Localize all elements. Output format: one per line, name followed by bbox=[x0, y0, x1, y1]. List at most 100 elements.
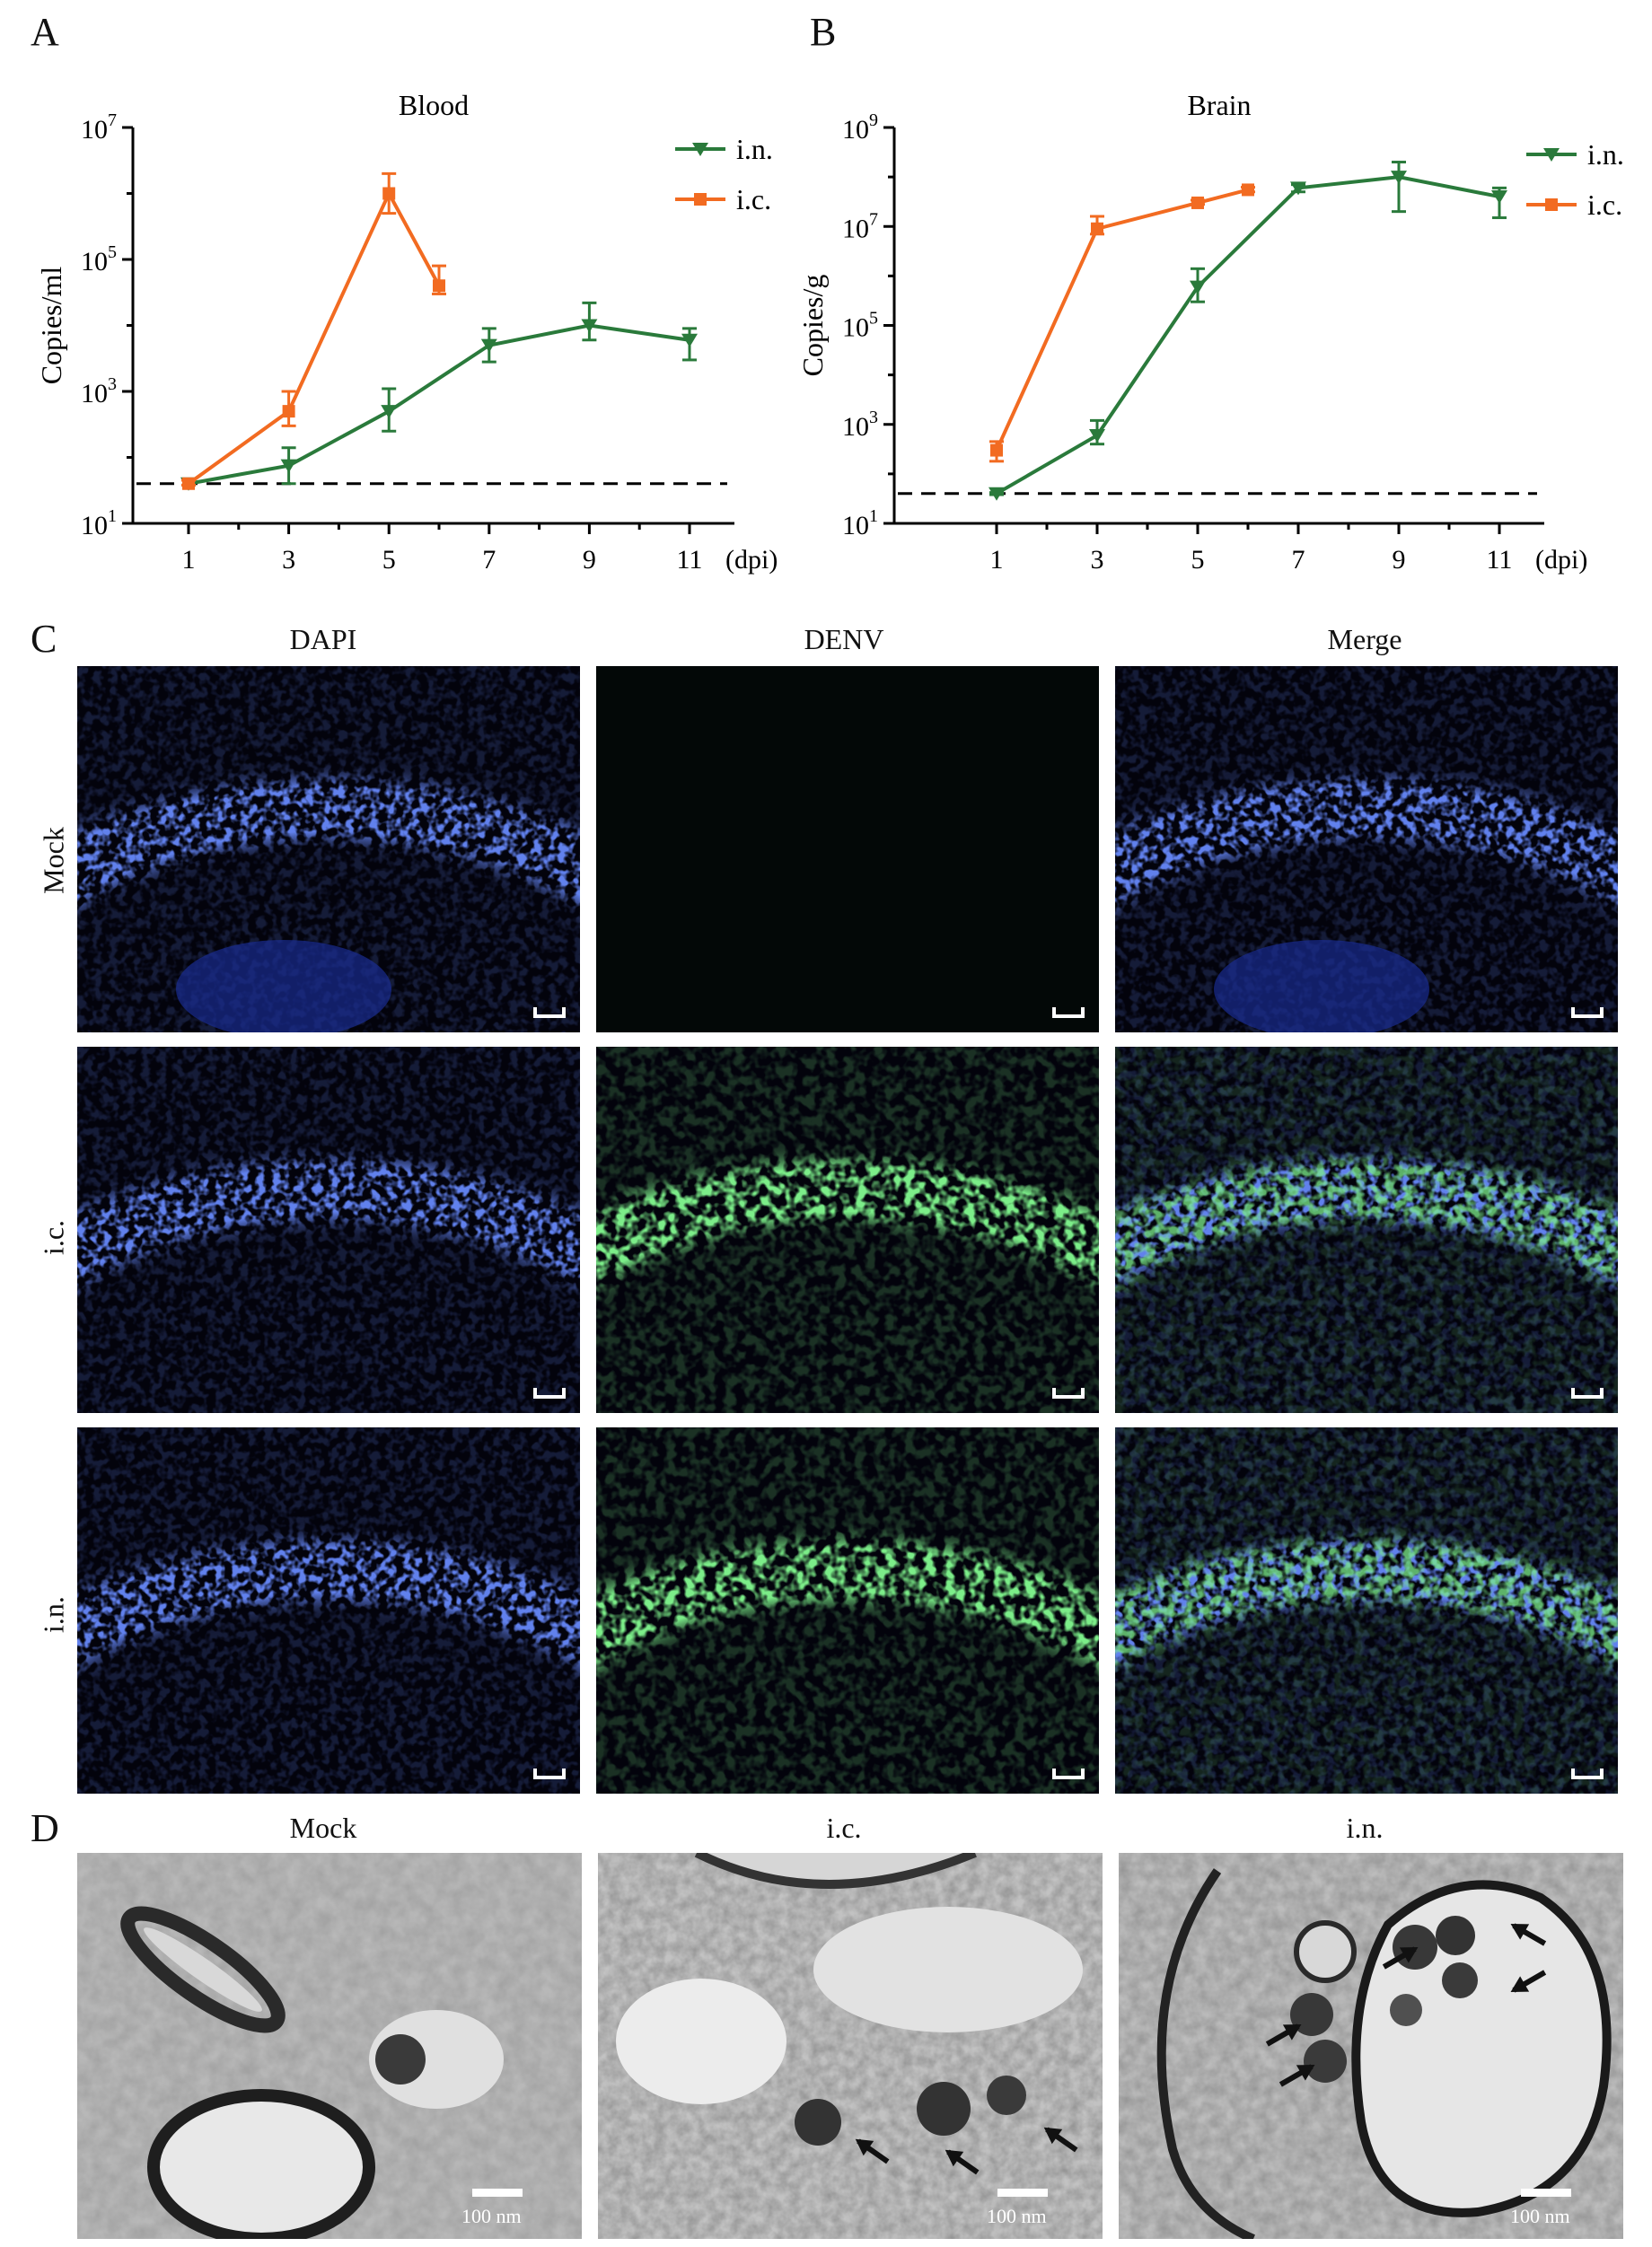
panel-letter-b: B bbox=[810, 10, 837, 54]
blood-legend-marker-1 bbox=[694, 193, 707, 206]
brain-series-1-point-1 bbox=[1091, 222, 1103, 235]
micrograph-in-merge bbox=[1115, 1427, 1618, 1794]
blood-ytick-label-3: 107 bbox=[81, 110, 117, 145]
brain-ytick-label-1: 103 bbox=[842, 408, 878, 442]
brain-series-0-point-2 bbox=[1190, 280, 1206, 294]
brain-series-0-point-5 bbox=[1491, 190, 1507, 205]
brain-series-1-point-0 bbox=[990, 443, 1003, 457]
micrograph-mock-dapi bbox=[77, 666, 580, 1032]
blood-series-0-point-2 bbox=[381, 405, 398, 419]
blood-x-unit: (dpi) bbox=[725, 545, 778, 575]
blood-series-0-point-5 bbox=[681, 333, 698, 347]
blood-series-1-point-1 bbox=[282, 405, 295, 418]
col-header-merge: Merge bbox=[1327, 623, 1402, 655]
blood-ytick-label-0: 101 bbox=[81, 506, 117, 540]
brain-ylabel: Copies/g bbox=[796, 275, 829, 377]
panel-letter-c: C bbox=[31, 617, 57, 661]
blood-xtick-label-0: 1 bbox=[182, 545, 196, 575]
brain-legend-marker-0 bbox=[1543, 148, 1560, 162]
panel-letter-a: A bbox=[31, 10, 59, 54]
micrograph-mock-denv bbox=[596, 666, 1099, 1032]
blood-series-0-line bbox=[188, 323, 690, 486]
brain-series-1-point-3 bbox=[1242, 183, 1254, 197]
micrograph-ic-merge bbox=[1115, 1047, 1618, 1413]
blood-series-1-point-2 bbox=[382, 187, 396, 200]
blood-xtick-label-5: 11 bbox=[677, 545, 703, 575]
em-header-in: i.n. bbox=[1346, 1812, 1384, 1844]
em-header-ic: i.c. bbox=[826, 1812, 862, 1844]
blood-series-1-point-3 bbox=[433, 279, 445, 293]
micrograph-in-dapi bbox=[77, 1427, 580, 1794]
col-header-denv: DENV bbox=[804, 623, 884, 655]
micrograph-ic-dapi bbox=[77, 1047, 580, 1413]
brain-xtick-label-3: 7 bbox=[1292, 545, 1305, 575]
micrograph-mock-merge bbox=[1115, 666, 1618, 1032]
em-scale-bar-ic bbox=[997, 2189, 1048, 2197]
blood-series-0-point-4 bbox=[581, 319, 598, 333]
row-label-ic: i.c. bbox=[37, 1219, 70, 1256]
blood-legend-label-0: i.n. bbox=[736, 133, 773, 165]
micrograph-ic-denv bbox=[596, 1047, 1099, 1413]
brain-x-unit: (dpi) bbox=[1535, 545, 1587, 575]
panel-letter-d: D bbox=[31, 1806, 59, 1850]
brain-title: Brain bbox=[1187, 89, 1251, 121]
brain-series-0-point-0 bbox=[989, 487, 1005, 501]
scale-bar-ic-merge bbox=[1571, 1388, 1604, 1399]
em-scale-label-in: 100 nm bbox=[1510, 2205, 1570, 2227]
scale-bar-in-merge bbox=[1571, 1769, 1604, 1779]
brain-xtick-label-5: 11 bbox=[1487, 545, 1513, 575]
em-scale-bar-mock bbox=[472, 2189, 523, 2197]
scale-bar-mock-dapi bbox=[533, 1007, 566, 1018]
em-scale-label-mock: 100 nm bbox=[461, 2205, 522, 2227]
brain-series-1-line bbox=[995, 188, 1249, 452]
scale-bar-mock-denv bbox=[1052, 1007, 1085, 1018]
brain-series-0-line bbox=[995, 175, 1500, 496]
brain-series-0-point-4 bbox=[1391, 171, 1407, 185]
em-image-in: 100 nm bbox=[1119, 1853, 1623, 2239]
scale-bar-in-denv bbox=[1052, 1769, 1085, 1779]
blood-xtick-label-3: 7 bbox=[482, 545, 496, 575]
blood-series-0-point-3 bbox=[480, 338, 497, 353]
row-label-in: i.n. bbox=[37, 1596, 70, 1633]
blood-title: Blood bbox=[399, 89, 469, 121]
brain-xtick-label-0: 1 bbox=[990, 545, 1004, 575]
row-label-mock: Mock bbox=[37, 827, 70, 894]
brain-xtick-label-2: 5 bbox=[1191, 545, 1205, 575]
brain-ytick-label-3: 107 bbox=[842, 209, 878, 243]
brain-ytick-label-2: 105 bbox=[842, 309, 878, 343]
blood-viral-load-chart: Blood Copies/ml 101 103 105 107 1 3 5 7 9 11 (dpi) i.… bbox=[35, 89, 778, 575]
em-image-mock: 100 nm bbox=[77, 1853, 582, 2239]
blood-xtick-label-2: 5 bbox=[382, 545, 396, 575]
brain-xtick-label-1: 3 bbox=[1091, 545, 1104, 575]
blood-xtick-label-1: 3 bbox=[282, 545, 295, 575]
col-header-dapi: DAPI bbox=[289, 623, 357, 655]
em-header-mock: Mock bbox=[289, 1812, 357, 1844]
brain-series-0-point-3 bbox=[1290, 181, 1306, 196]
brain-legend-label-1: i.c. bbox=[1587, 189, 1622, 221]
blood-series-1-point-0 bbox=[182, 477, 195, 490]
blood-xtick-label-4: 9 bbox=[583, 545, 596, 575]
brain-series-1-point-2 bbox=[1191, 196, 1204, 209]
scale-bar-mock-merge bbox=[1571, 1007, 1604, 1018]
micrograph-in-denv bbox=[596, 1427, 1099, 1794]
scale-bar-in-dapi bbox=[533, 1769, 566, 1779]
blood-ytick-label-2: 105 bbox=[81, 242, 117, 276]
blood-legend-label-1: i.c. bbox=[736, 183, 771, 215]
brain-series-0-point-1 bbox=[1089, 428, 1105, 443]
brain-legend-marker-1 bbox=[1545, 198, 1558, 211]
em-scale-label-ic: 100 nm bbox=[987, 2205, 1047, 2227]
em-image-ic: 100 nm bbox=[598, 1853, 1103, 2239]
blood-series-0-point-1 bbox=[280, 459, 297, 473]
brain-ytick-label-0: 101 bbox=[842, 506, 878, 540]
brain-viral-load-chart: Brain Copies/g 101 103 105 107 109 1 3 5 7 9 11 (dpi)… bbox=[796, 89, 1624, 575]
scale-bar-ic-denv bbox=[1052, 1388, 1085, 1399]
brain-xtick-label-4: 9 bbox=[1393, 545, 1406, 575]
scale-bar-ic-dapi bbox=[533, 1388, 566, 1399]
brain-legend-label-0: i.n. bbox=[1587, 138, 1624, 171]
blood-legend-marker-0 bbox=[692, 143, 708, 156]
brain-ytick-label-4: 109 bbox=[842, 110, 878, 145]
blood-ylabel: Copies/ml bbox=[35, 267, 67, 385]
em-scale-bar-in bbox=[1521, 2189, 1571, 2197]
blood-ytick-label-1: 103 bbox=[81, 374, 117, 408]
blood-series-1-line bbox=[187, 189, 441, 486]
